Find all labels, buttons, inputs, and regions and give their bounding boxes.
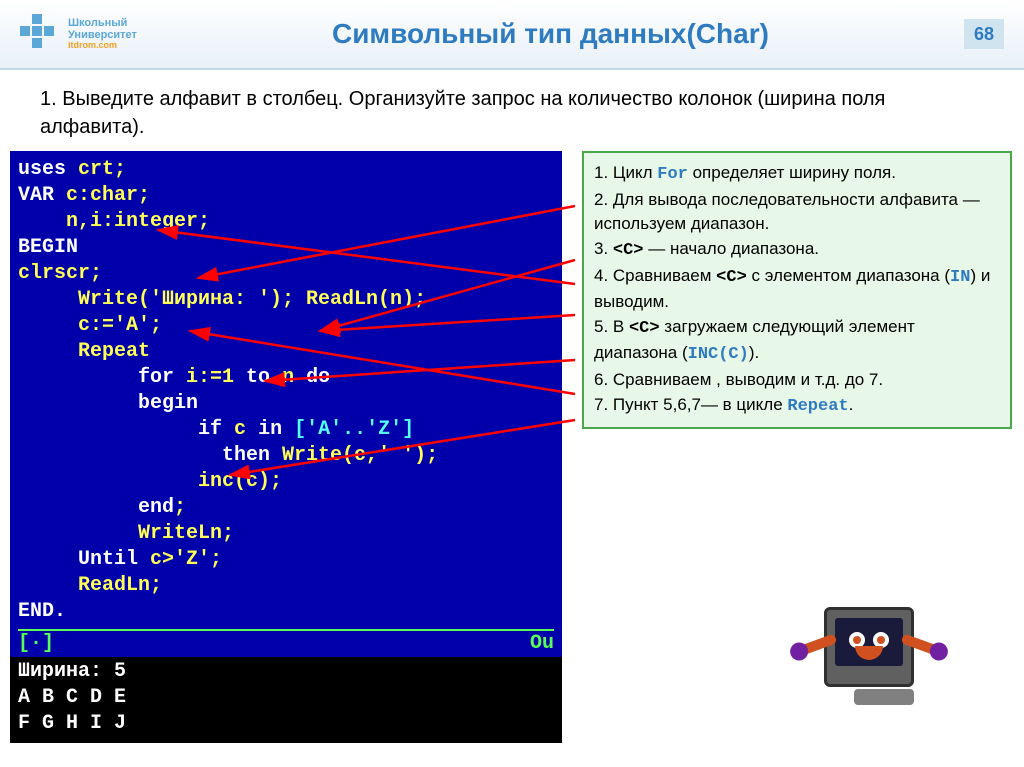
code-line: Write('Ширина: '); ReadLn(n); xyxy=(18,287,554,313)
code-line: ReadLn; xyxy=(18,573,554,599)
output-separator: [·]Ou xyxy=(18,629,554,657)
logo-icon xyxy=(20,14,60,54)
code-line: WriteLn; xyxy=(18,521,554,547)
code-line: END. xyxy=(18,599,554,625)
output-block: Ширина: 5A B C D EF G H I J xyxy=(10,657,562,743)
output-line: F G H I J xyxy=(18,711,554,737)
code-line: if c in ['A'..'Z'] xyxy=(18,417,554,443)
info-box: 1. Цикл For определяет ширину поля. 2. Д… xyxy=(582,151,1012,429)
code-line: end; xyxy=(18,495,554,521)
logo-sub: itdrom.com xyxy=(68,41,137,51)
note-1: 1. Цикл For определяет ширину поля. xyxy=(594,161,1000,188)
logo-line1: Школьный xyxy=(68,17,137,29)
logo-text: Школьный Университет itdrom.com xyxy=(68,17,137,51)
computer-mascot-icon xyxy=(824,607,944,717)
code-line: inc(c); xyxy=(18,469,554,495)
code-line: uses crt; xyxy=(18,157,554,183)
note-2: 2. Для вывода последовательности алфавит… xyxy=(594,188,1000,237)
code-line: VAR c:char; xyxy=(18,183,554,209)
task-text: 1. Выведите алфавит в столбец. Организуй… xyxy=(0,70,1024,151)
output-line: Ширина: 5 xyxy=(18,659,554,685)
output-line: A B C D E xyxy=(18,685,554,711)
note-7: 7. Пункт 5,6,7— в цикле Repeat. xyxy=(594,393,1000,420)
code-line: then Write(c,' '); xyxy=(18,443,554,469)
task-body: алфавит в столбец. Организуйте запрос на… xyxy=(40,88,885,138)
code-line: c:='A'; xyxy=(18,313,554,339)
task-prefix: 1. xyxy=(40,88,62,110)
task-verb: Выведите xyxy=(62,88,154,110)
code-line: BEGIN xyxy=(18,235,554,261)
note-4: 4. Сравниваем <C> с элементом диапазона … xyxy=(594,264,1000,315)
note-5: 5. В <C> загружаем следующий элемент диа… xyxy=(594,315,1000,368)
note-3: 3. <C> — начало диапазона. xyxy=(594,237,1000,264)
logo: Школьный Университет itdrom.com xyxy=(20,14,137,54)
code-line: Until c>'Z'; xyxy=(18,547,554,573)
code-line: Repeat xyxy=(18,339,554,365)
slide-title: Символьный тип данных(Char) xyxy=(137,18,964,50)
note-6: 6. Сравниваем , выводим и т.д. до 7. xyxy=(594,368,1000,393)
code-panel: uses crt;VAR c:char; n,i:integer;BEGINcl… xyxy=(10,151,562,743)
code-line: n,i:integer; xyxy=(18,209,554,235)
code-line: for i:=1 to n do xyxy=(18,365,554,391)
header: Школьный Университет itdrom.com Символьн… xyxy=(0,0,1024,70)
code-line: begin xyxy=(18,391,554,417)
page-number: 68 xyxy=(964,19,1004,49)
code-line: clrscr; xyxy=(18,261,554,287)
